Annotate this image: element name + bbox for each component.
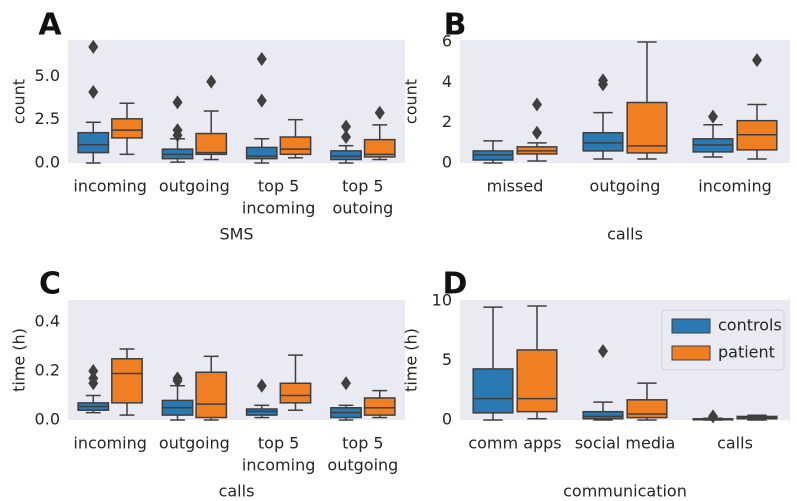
outlier bbox=[256, 378, 267, 393]
x-tick-label: outgoing bbox=[159, 434, 230, 453]
x-tick-label: outgoing bbox=[327, 456, 398, 475]
plot-area bbox=[68, 40, 405, 163]
legend-label: controls bbox=[718, 316, 782, 335]
box bbox=[330, 150, 362, 161]
outlier bbox=[172, 373, 183, 388]
y-tick-label: 0.2 bbox=[35, 361, 60, 380]
x-tick-label: calls bbox=[717, 434, 753, 453]
box bbox=[279, 382, 312, 404]
box bbox=[77, 131, 110, 154]
box bbox=[195, 371, 228, 419]
box bbox=[582, 410, 624, 420]
y-tick-label: 5 bbox=[442, 350, 452, 369]
x-tick-label: missed bbox=[487, 177, 544, 196]
outlier bbox=[88, 84, 99, 99]
x-tick-label: top 5 bbox=[258, 434, 299, 453]
box bbox=[111, 118, 143, 139]
outlier bbox=[172, 95, 183, 110]
box bbox=[363, 138, 396, 158]
box bbox=[582, 132, 624, 152]
x-tick-label: social media bbox=[575, 434, 676, 453]
outlier bbox=[708, 109, 718, 124]
outlier bbox=[598, 344, 608, 359]
y-tick-label: 10 bbox=[432, 291, 452, 310]
panel-letter: C bbox=[39, 267, 61, 302]
x-tick-label: top 5 bbox=[258, 177, 299, 196]
panel-letter: B bbox=[444, 8, 467, 43]
outlier bbox=[532, 125, 542, 140]
y-tick-label: 6 bbox=[442, 32, 452, 51]
y-tick-label: 5.0 bbox=[35, 66, 60, 85]
outlier bbox=[708, 409, 718, 424]
outlier bbox=[206, 74, 217, 89]
y-tick-label: 0.0 bbox=[35, 153, 60, 172]
x-axis-label: communication bbox=[563, 482, 687, 501]
box bbox=[111, 358, 143, 404]
x-axis-label: calls bbox=[607, 225, 643, 244]
box bbox=[516, 349, 558, 413]
x-tick-label: top 5 bbox=[342, 177, 383, 196]
x-tick-label: top 5 bbox=[342, 434, 383, 453]
outlier bbox=[341, 119, 352, 134]
legend-label: patient bbox=[718, 343, 775, 362]
outlier bbox=[256, 93, 267, 108]
outlier bbox=[88, 376, 99, 391]
x-tick-label: outgoing bbox=[590, 177, 661, 196]
x-axis-label: calls bbox=[219, 482, 255, 501]
outlier bbox=[374, 105, 385, 120]
box bbox=[363, 397, 396, 416]
x-tick-label: incoming bbox=[73, 177, 147, 196]
outlier bbox=[172, 128, 183, 143]
x-axis-label: SMS bbox=[219, 225, 253, 244]
outlier bbox=[88, 39, 99, 54]
y-tick-label: 0.0 bbox=[35, 410, 60, 429]
legend-swatch bbox=[671, 345, 711, 361]
y-tick-label: 0 bbox=[442, 153, 452, 172]
box bbox=[626, 101, 668, 154]
x-tick-label: incoming bbox=[242, 199, 316, 218]
outlier bbox=[532, 97, 542, 112]
plot-area bbox=[460, 40, 790, 163]
box bbox=[245, 146, 278, 160]
x-tick-label: outgoing bbox=[159, 177, 230, 196]
outlier bbox=[256, 52, 267, 67]
x-tick-label: incoming bbox=[242, 456, 316, 475]
x-tick-label: incoming bbox=[73, 434, 147, 453]
y-tick-label: 4 bbox=[442, 72, 452, 91]
y-axis-label: time (h) bbox=[10, 328, 29, 392]
outlier bbox=[88, 364, 99, 379]
panel-letter: A bbox=[38, 8, 62, 43]
outlier bbox=[752, 53, 762, 68]
outlier bbox=[341, 376, 352, 391]
y-tick-label: 0.4 bbox=[35, 312, 60, 331]
outlier bbox=[341, 130, 352, 145]
box bbox=[279, 136, 312, 156]
x-tick-label: comm apps bbox=[468, 434, 561, 453]
x-tick-label: incoming bbox=[698, 177, 772, 196]
y-axis-label: count bbox=[402, 79, 421, 124]
outlier bbox=[598, 77, 608, 92]
y-tick-label: 2.5 bbox=[35, 109, 60, 128]
legend-swatch bbox=[671, 318, 711, 334]
y-axis-label: time (h) bbox=[402, 328, 421, 392]
panel-letter: D bbox=[443, 267, 468, 302]
x-tick-label: outoing bbox=[333, 199, 394, 218]
box bbox=[626, 399, 668, 419]
box bbox=[472, 368, 514, 414]
box bbox=[195, 132, 228, 156]
y-tick-label: 2 bbox=[442, 112, 452, 131]
y-tick-label: 0 bbox=[442, 410, 452, 429]
y-axis-label: count bbox=[10, 79, 29, 124]
